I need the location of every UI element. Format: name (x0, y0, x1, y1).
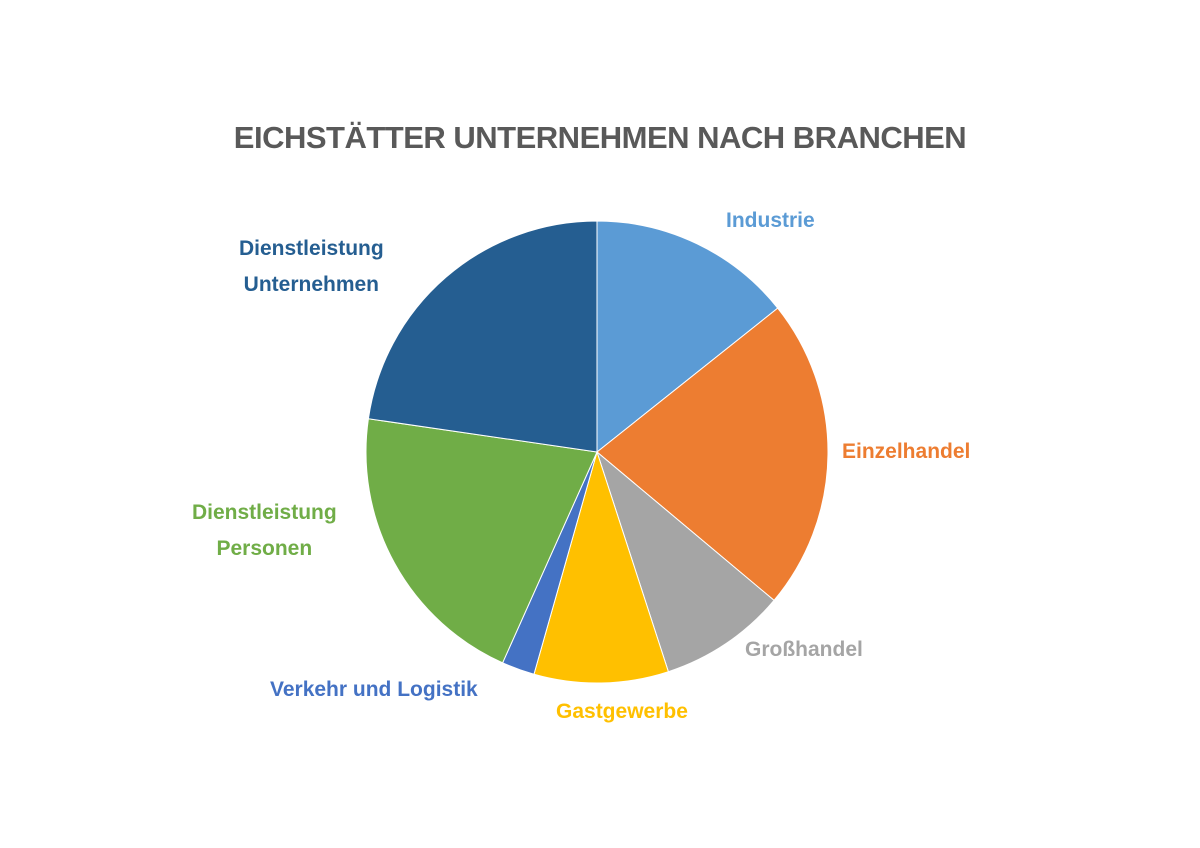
chart-title: EICHSTÄTTER UNTERNEHMEN NACH BRANCHEN (233, 120, 967, 155)
pie-slice-einzelhandel (596, 307, 829, 602)
label-einzelhandel: Einzelhandel (842, 440, 971, 463)
label-dienstleistung-personen: Dienstleistung Personen (192, 501, 337, 560)
label-industrie: Industrie (726, 209, 815, 232)
pie-slice-großhandel (595, 450, 775, 673)
label-dienstleistung-unternehmen: Dienstleistung Unternehmen (239, 237, 384, 296)
pie-slice-dienstleistung-unternehmen (367, 220, 598, 453)
label-verkehr-logistik: Verkehr und Logistik (270, 678, 478, 701)
pie-slice-industrie (596, 220, 779, 454)
label-grosshandel: Großhandel (745, 638, 863, 661)
pie-slice-dienstleistung-personen (365, 418, 598, 664)
pie-slice-gastgewerbe (533, 450, 670, 684)
label-gastgewerbe: Gastgewerbe (556, 700, 688, 723)
